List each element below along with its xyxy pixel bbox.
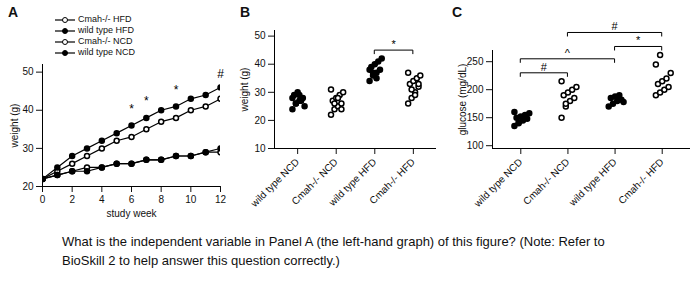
svg-text:4: 4: [99, 194, 105, 205]
svg-text:*: *: [129, 102, 134, 116]
svg-text:*: *: [144, 94, 149, 108]
svg-text:40: 40: [254, 58, 266, 69]
html-text:What is the independent variab: What is the independent variable in Pane…: [62, 234, 605, 249]
svg-text:30: 30: [254, 87, 266, 98]
svg-text:weight (g): weight (g): [239, 68, 250, 113]
svg-text:8: 8: [158, 194, 164, 205]
svg-text:Cmah-/- NCD: Cmah-/- NCD: [289, 156, 340, 207]
svg-text:10: 10: [254, 143, 266, 154]
svg-text:20: 20: [22, 181, 34, 192]
svg-text:study week: study week: [106, 208, 157, 219]
svg-text:wild type NCD: wild type NCD: [248, 156, 302, 209]
svg-text:wild type NCD: wild type NCD: [471, 156, 524, 209]
svg-text:*: *: [174, 83, 179, 97]
svg-text:50: 50: [254, 30, 266, 41]
svg-text:*: *: [391, 38, 396, 50]
svg-text:200: 200: [467, 84, 484, 95]
svg-text:#: #: [612, 20, 619, 32]
svg-text:50: 50: [22, 66, 34, 77]
svg-text:^: ^: [565, 47, 571, 59]
svg-text:weight (g): weight (g): [9, 104, 20, 149]
svg-text:*: *: [636, 34, 641, 46]
svg-text:Cmah-/- HFD: Cmah-/- HFD: [616, 156, 666, 206]
svg-text:30: 30: [22, 143, 34, 154]
html-text:C: C: [452, 4, 463, 20]
svg-text:10: 10: [185, 194, 197, 205]
svg-text:#: #: [541, 61, 548, 73]
html-text:Cmah-/- NCD: Cmah-/- NCD: [78, 36, 133, 46]
svg-text:2: 2: [69, 194, 75, 205]
html-text:B: B: [240, 4, 251, 20]
html-text:wild type NCD: wild type NCD: [78, 47, 135, 57]
svg-text:20: 20: [254, 115, 266, 126]
svg-text:0: 0: [40, 194, 46, 205]
svg-text:6: 6: [129, 194, 135, 205]
svg-text:wild type HFD: wild type HFD: [326, 156, 379, 208]
svg-text:#: #: [217, 67, 224, 81]
svg-text:150: 150: [467, 112, 484, 123]
svg-text:40: 40: [22, 104, 34, 115]
html-text:Cmah-/- HFD: Cmah-/- HFD: [78, 14, 132, 24]
svg-text:glucose (mg/dL): glucose (mg/dL): [457, 64, 468, 136]
svg-text:wild type HFD: wild type HFD: [566, 156, 619, 209]
html-text:A: A: [8, 4, 19, 20]
svg-text:100: 100: [467, 140, 484, 151]
html-text:wild type HFD: wild type HFD: [78, 25, 134, 35]
svg-text:250: 250: [467, 56, 484, 67]
html-text:BioSkill 2 to help answer this: BioSkill 2 to help answer this question …: [62, 253, 340, 268]
svg-text:Cmah-/- NCD: Cmah-/- NCD: [521, 156, 572, 207]
svg-text:Cmah-/- HFD: Cmah-/- HFD: [367, 156, 417, 206]
svg-text:12: 12: [215, 194, 227, 205]
